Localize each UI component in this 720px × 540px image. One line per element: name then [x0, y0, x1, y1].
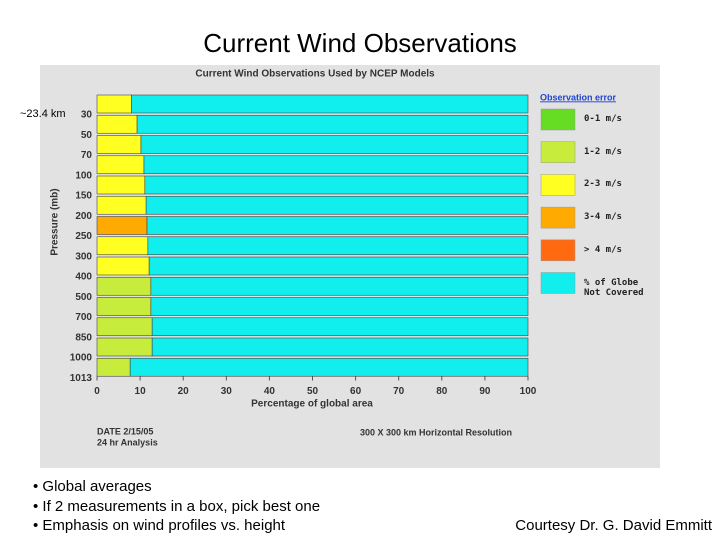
legend-label: 1-2 m/s — [584, 146, 622, 157]
note: DATE 2/15/05 — [97, 426, 153, 436]
x-tick-label: 80 — [436, 386, 448, 397]
y-tick-label: 250 — [75, 231, 92, 242]
legend-swatch — [540, 272, 576, 294]
bar-segment — [96, 175, 146, 195]
bar-segment — [129, 357, 529, 377]
bar-segment — [150, 297, 529, 316]
y-tick-label: 500 — [75, 292, 92, 303]
bar-segment — [147, 236, 529, 256]
x-tick-label: 90 — [479, 386, 491, 397]
y-tick-label: 850 — [75, 332, 92, 343]
bar-segment — [151, 337, 529, 357]
bar-segment — [96, 135, 142, 154]
y-tick-label: 700 — [75, 312, 92, 323]
legend-label: 0-1 m/s — [584, 114, 622, 124]
bar-segment — [96, 94, 132, 114]
bar-segment — [140, 135, 529, 154]
bar-segment — [136, 114, 529, 134]
bar-segment — [96, 317, 153, 337]
y-tick-label: 1000 — [70, 353, 93, 364]
note: 300 X 300 km Horizontal Resolution — [360, 427, 512, 437]
bar-segment — [145, 195, 529, 215]
legend-label: 2-3 m/s — [584, 179, 622, 190]
y-tick-label: 1013 — [70, 373, 93, 384]
y-tick-label: 150 — [75, 191, 92, 202]
legend-swatch — [540, 206, 576, 229]
y-tick-label: 300 — [75, 251, 92, 262]
bar-segment — [96, 155, 145, 175]
scale-note: ~23.4 km — [20, 108, 66, 120]
chart-title: Current Wind Observations Used by NCEP M… — [195, 69, 435, 80]
bar-segment — [148, 256, 529, 276]
x-tick-label: 100 — [520, 386, 537, 397]
y-axis-label: Pressure (mb) — [50, 188, 61, 255]
credit: Courtesy Dr. G. David Emmitt — [515, 517, 713, 534]
bar-segment — [96, 357, 131, 377]
y-tick-label: 100 — [75, 170, 92, 181]
bar-segment — [131, 94, 529, 114]
bar-segment — [96, 337, 153, 357]
bullet: • Emphasis on wind profiles vs. height — [33, 517, 286, 534]
y-tick-label: 70 — [81, 150, 93, 161]
x-tick-label: 10 — [135, 386, 147, 397]
bar-segment — [96, 216, 148, 235]
bar-segment — [151, 317, 529, 337]
bar-segment — [96, 195, 147, 215]
legend-swatch — [540, 239, 576, 262]
legend-label: > 4 m/s — [584, 244, 622, 255]
bullet: • Global averages — [33, 478, 152, 495]
y-tick-label: 50 — [81, 130, 93, 141]
bar-segment — [96, 276, 152, 296]
bar-segment — [143, 155, 529, 175]
legend-title: Observation error — [540, 92, 617, 102]
bullet: • If 2 measurements in a box, pick best … — [33, 498, 320, 515]
legend-swatch — [540, 141, 576, 163]
x-tick-label: 50 — [307, 386, 319, 397]
x-axis-label: Percentage of global area — [251, 399, 373, 410]
x-tick-label: 0 — [94, 386, 100, 397]
slide-title: Current Wind Observations — [203, 28, 517, 58]
legend-label: % of Globe Not Covered — [584, 277, 644, 298]
bar-segment — [96, 114, 138, 134]
note: 24 hr Analysis — [97, 437, 158, 447]
bar-segment — [96, 236, 149, 256]
bar-segment — [96, 256, 150, 276]
legend-swatch — [540, 174, 576, 196]
bar-segment — [146, 216, 529, 235]
x-tick-label: 30 — [221, 386, 233, 397]
x-tick-label: 20 — [178, 386, 190, 397]
x-tick-label: 40 — [264, 386, 276, 397]
bar-segment — [96, 297, 152, 316]
bar-segment — [150, 276, 529, 296]
bar-segment — [144, 175, 529, 195]
x-tick-label: 60 — [350, 386, 362, 397]
legend-label: 3-4 m/s — [584, 212, 622, 223]
y-tick-label: 400 — [75, 272, 92, 283]
x-tick-label: 70 — [393, 386, 405, 397]
y-tick-label: 30 — [81, 110, 93, 121]
legend-swatch — [540, 108, 576, 131]
y-tick-label: 200 — [75, 211, 92, 222]
